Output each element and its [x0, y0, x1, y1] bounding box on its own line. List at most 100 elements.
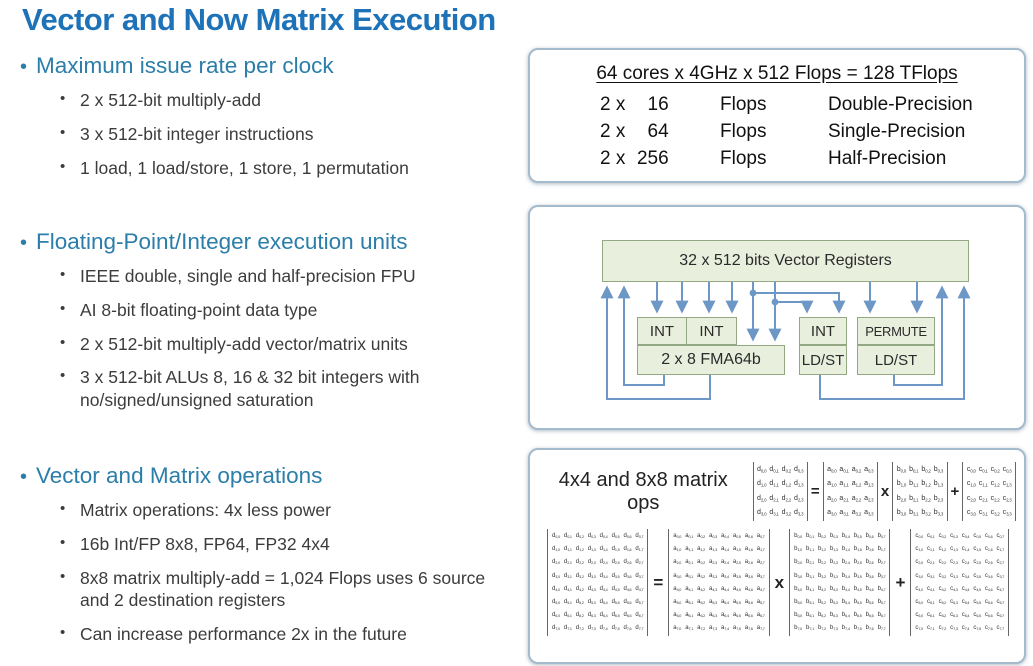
matrix-entry: d3,6 [623, 572, 632, 579]
matrix-entry: b2,5 [853, 559, 862, 566]
matrix-entry: d6,3 [587, 611, 596, 618]
flops-table: 2 x 16 Flops Double-Precision 2 x 64 Flo… [600, 91, 1024, 172]
matrix-entry: d0,4 [599, 533, 608, 540]
matrix-entry: d2,1 [769, 494, 779, 502]
int-unit: INT [699, 322, 724, 340]
matrix-entry: b0,7 [877, 533, 886, 540]
matrix-entry: c6,7 [996, 611, 1005, 618]
bullet-icon: • [20, 232, 28, 254]
matrix-entry: a7,1 [685, 624, 694, 632]
matrix-entry: a0,4 [720, 533, 729, 540]
matrix-entry: d6,1 [563, 611, 572, 618]
matrix-entry: c3,2 [990, 508, 1000, 517]
matrix-entry: c4,2 [938, 585, 947, 592]
matrix-entry: a3,4 [720, 572, 729, 579]
matrix-entry: c1,2 [990, 480, 1000, 488]
matrix-entry: c4,0 [915, 585, 923, 592]
matrix-entry: b5,0 [794, 598, 803, 605]
matrix-entry: d5,2 [575, 598, 584, 605]
matrix-entry: d0,7 [635, 533, 644, 540]
matrix-entry: d1,1 [563, 546, 572, 553]
matrix-entry: a3,1 [685, 572, 694, 579]
matrix-4x4-a: a0,0 a0,1 a0,2 a0,3 a1,0 a1,1 a1,2 a1,3 a2,0 a2,1… [822, 462, 878, 522]
list-item: 3 x 512-bit integer instructions [60, 123, 510, 146]
matrix-entry: a4,6 [744, 585, 753, 592]
matrix-entry: c1,1 [927, 546, 935, 553]
matrix-entry: a4,4 [720, 585, 729, 592]
matrix-entry: b1,1 [806, 546, 814, 553]
matrix-entry: b3,3 [829, 572, 838, 579]
matrix-entry: a1,1 [839, 480, 849, 488]
matrix-entry: c6,0 [915, 611, 923, 618]
matrix-entry: d1,2 [575, 546, 584, 553]
matrix-entry: a0,5 [732, 533, 741, 540]
matrix-entry: b2,3 [829, 559, 838, 566]
matrix-entry: d0,3 [587, 533, 596, 540]
matrix-entry: d3,7 [635, 572, 644, 579]
matrix-entry: a6,6 [744, 611, 753, 618]
matrix-entry: a1,0 [827, 480, 837, 488]
matrix-entry: a1,0 [673, 546, 682, 553]
matrix-entry: b1,0 [794, 546, 803, 553]
matrix-entry: c5,4 [961, 598, 970, 605]
matrix-entry: a3,2 [697, 572, 706, 579]
matrix-entry: c0,3 [950, 533, 958, 540]
matrix-entry: b0,1 [909, 466, 919, 474]
matrix-entry: a5,5 [732, 598, 741, 605]
matrix-entry: d2,6 [623, 559, 632, 566]
matrix-entry: a6,4 [720, 611, 729, 618]
matrix-entry: a4,0 [673, 585, 682, 592]
matrix-entry: c3,7 [996, 572, 1005, 579]
matrix-entry: a7,5 [732, 624, 741, 632]
matrix-entry: d1,4 [599, 546, 608, 553]
matrix-entry: d5,5 [611, 598, 620, 605]
matrix-entry: d0,1 [563, 533, 572, 540]
section-heading-label: Floating-Point/Integer execution units [36, 229, 408, 254]
matrix-entry: a3,3 [709, 572, 717, 579]
matrix-entry: a6,3 [709, 611, 717, 618]
matrix-8x8-d: d0,0 d0,1 d0,2 d0,3 d0,4 d0,5 d0,6 d0,7 d1,0 d1,1… [546, 529, 649, 637]
matrix-entry: c6,4 [961, 611, 970, 618]
matrix-entry: a6,1 [685, 611, 694, 618]
matrix-entry: c4,5 [973, 585, 981, 592]
bullet-icon: • [20, 466, 28, 488]
section-vector-matrix-ops: • Vector and Matrix operations Matrix op… [20, 462, 525, 657]
matrix-entry: c7,7 [996, 624, 1005, 632]
matrix-entry: a3,7 [756, 572, 765, 579]
matrix-entry: b5,4 [841, 598, 850, 605]
flops-unit: Flops [720, 121, 767, 142]
matrix-entry: a0,7 [756, 533, 765, 540]
matrix-8x8-b: b0,0 b0,1 b0,2 b0,3 b0,4 b0,5 b0,6 b0,7 b1,0 b1,1… [789, 529, 891, 637]
matrix-entry: a5,6 [744, 598, 753, 605]
matrix-entry: c5,2 [938, 598, 947, 605]
matrix-entry: c1,2 [938, 546, 947, 553]
operator-equals: = [810, 483, 820, 501]
matrix-entry: a4,2 [697, 585, 706, 592]
matrix-entry: d2,0 [757, 494, 767, 502]
matrix-entry: a5,3 [709, 598, 717, 605]
matrix-entry: d4,5 [611, 585, 620, 592]
matrix-entry: b2,0 [896, 494, 907, 502]
matrix-entry: b5,2 [817, 598, 826, 605]
matrix-entry: a2,7 [756, 559, 765, 566]
matrix-entry: a0,2 [697, 533, 706, 540]
matrix-entry: a0,6 [744, 533, 753, 540]
matrix-entry: c6,6 [984, 611, 993, 618]
matrix-entry: a5,0 [673, 598, 682, 605]
matrix-entry: d6,7 [635, 611, 644, 618]
matrix-entry: c2,4 [961, 559, 970, 566]
matrix-entry: a2,3 [709, 559, 717, 566]
flops-precision: Double-Precision [828, 94, 973, 115]
matrix-entry: d7,1 [563, 624, 572, 632]
matrix-entry: d2,2 [781, 494, 792, 502]
matrix-entry: b3,0 [794, 572, 803, 579]
section-maximum-issue-rate: • Maximum issue rate per clock 2 x 512-b… [20, 52, 525, 190]
matrix-entry: c0,3 [1002, 466, 1012, 474]
matrix-entry: a1,3 [709, 546, 717, 553]
matrix-entry: a4,5 [732, 585, 741, 592]
operator-times: x [774, 572, 785, 592]
matrix-entry: d5,4 [599, 598, 608, 605]
matrix-entry: c1,6 [984, 546, 993, 553]
matrix-entry: d4,6 [623, 585, 632, 592]
matrix-entry: a7,3 [709, 624, 717, 632]
